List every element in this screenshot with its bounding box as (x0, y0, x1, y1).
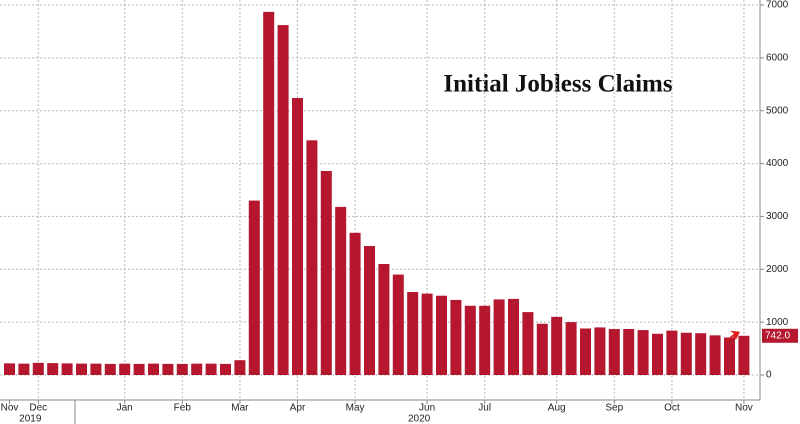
bar (493, 299, 505, 375)
bar (594, 327, 606, 375)
bar (306, 140, 318, 375)
bar (464, 305, 476, 375)
bar (479, 305, 491, 375)
bar (551, 316, 563, 375)
x-tick-label: Mar (231, 403, 249, 414)
bar (61, 363, 73, 375)
x-tick-label: Aug (548, 403, 566, 414)
bar (320, 170, 332, 375)
x-tick-label: Nov (1, 403, 19, 414)
bar (277, 25, 289, 375)
x-tick-label: Nov (735, 403, 753, 414)
x-tick-label: May (346, 403, 365, 414)
bar (421, 293, 433, 375)
bar (364, 246, 375, 375)
bar (4, 363, 15, 375)
bar (522, 312, 534, 375)
bar (407, 292, 419, 375)
bar (738, 335, 750, 375)
bar (220, 363, 231, 375)
bar (234, 360, 246, 375)
x-tick-label: Oct (664, 403, 680, 414)
bar (392, 274, 404, 375)
y-tick-label: 5000 (766, 105, 789, 116)
y-tick-label: 0 (766, 370, 772, 381)
bar (18, 363, 30, 375)
bar (119, 363, 131, 375)
bar (90, 363, 102, 375)
bar (76, 363, 87, 375)
bar (623, 329, 635, 375)
x-tick-label: Jul (478, 403, 491, 414)
last-value-box (762, 328, 798, 343)
bar (580, 328, 591, 375)
bar (436, 295, 447, 375)
bar (652, 333, 663, 375)
bar (695, 333, 707, 375)
bar (148, 363, 159, 375)
bar (565, 322, 577, 375)
bar (292, 98, 303, 376)
y-tick-label: 2000 (766, 264, 789, 275)
bar (349, 232, 361, 375)
bar (133, 363, 145, 375)
bar (32, 362, 44, 375)
x-tick-label: Jun (419, 403, 435, 414)
bar (248, 200, 260, 375)
x-tick-label: Apr (290, 403, 306, 414)
x-tick-label: Jan (117, 403, 133, 414)
bar (335, 206, 347, 375)
bar (47, 363, 59, 375)
y-tick-label: 3000 (766, 211, 789, 222)
year-label: 2019 (19, 414, 42, 424)
year-label: 2020 (408, 414, 431, 424)
chart-title: Initial Jobless Claims (443, 71, 672, 98)
bar (709, 335, 721, 375)
bar (608, 329, 620, 375)
bar (450, 299, 462, 375)
arrow (724, 330, 740, 342)
x-tick-label: Dec (29, 403, 47, 414)
last-value-label: 742.0 (765, 330, 790, 341)
y-tick-label: 6000 (766, 52, 789, 63)
y-tick-label: 4000 (766, 158, 789, 169)
y-tick-label: 7000 (766, 0, 789, 11)
bar (191, 363, 203, 375)
bar (680, 332, 692, 375)
bar (536, 323, 548, 375)
bar (104, 363, 116, 375)
x-tick-label: Sep (605, 403, 623, 414)
y-tick-label: 1000 (766, 317, 789, 328)
x-tick-label: Feb (174, 403, 192, 414)
bar (162, 363, 174, 375)
bar (508, 298, 519, 375)
bar (666, 330, 678, 375)
bar (378, 264, 390, 375)
bar (724, 337, 735, 375)
bar (205, 363, 217, 375)
bar (637, 330, 649, 375)
bar (263, 11, 275, 375)
bar (176, 363, 188, 375)
